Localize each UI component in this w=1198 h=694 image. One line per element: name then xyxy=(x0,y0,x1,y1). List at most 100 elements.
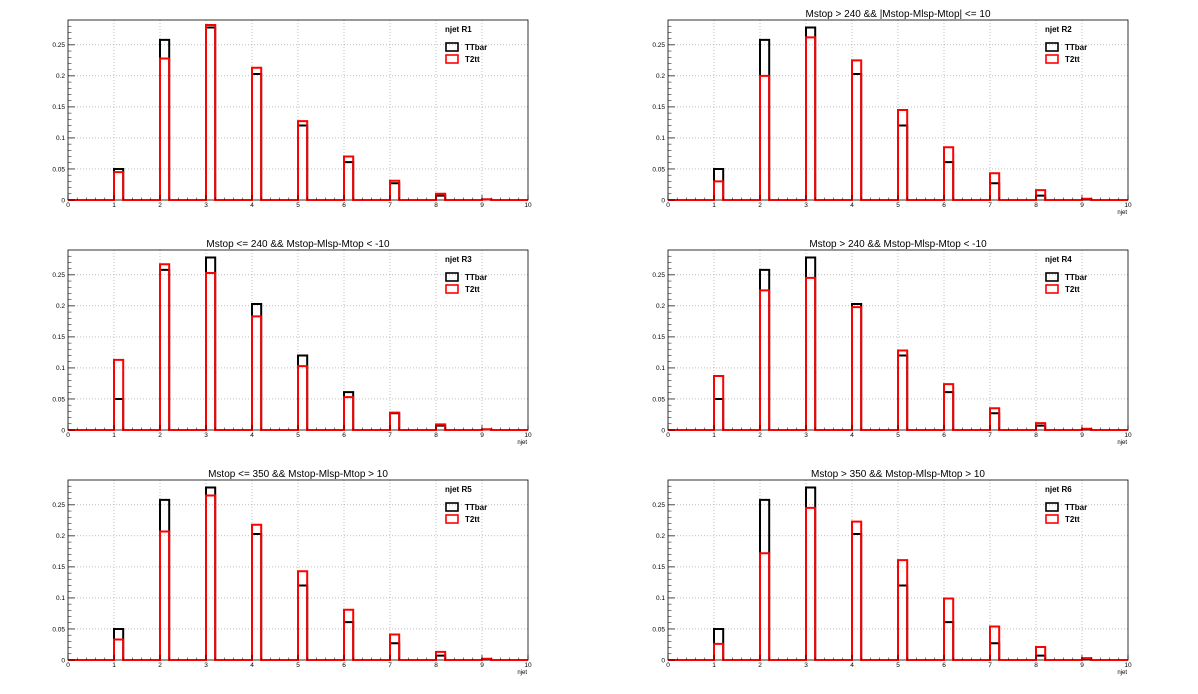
legend-swatch-ttbar xyxy=(1045,502,1059,512)
y-tick-label: 0.1 xyxy=(56,365,65,372)
y-tick-label: 0.05 xyxy=(52,626,65,633)
bar-t2tt-njet-2 xyxy=(760,76,769,200)
pad-title: Mstop > 240 && |Mstop-Mlsp-Mtop| <= 10 xyxy=(806,9,991,20)
x-tick-label: 6 xyxy=(942,202,946,209)
bar-t2tt-njet-2 xyxy=(160,532,169,660)
bar-t2tt-njet-2 xyxy=(760,290,769,430)
bar-t2tt-njet-9 xyxy=(1082,658,1091,660)
y-tick-label: 0.2 xyxy=(656,303,665,310)
legend-swatch-ttbar xyxy=(1045,272,1059,282)
y-tick-label: 0.25 xyxy=(652,502,665,509)
bar-t2tt-njet-1 xyxy=(114,640,123,660)
bar-t2tt-njet-4 xyxy=(252,68,261,200)
y-tick-label: 0.05 xyxy=(652,396,665,403)
x-tick-label: 7 xyxy=(388,662,392,669)
legend-swatch-ttbar xyxy=(1045,42,1059,52)
bar-t2tt-njet-5 xyxy=(898,110,907,200)
legend-label-t2tt: T2tt xyxy=(465,55,480,64)
histogram-pad-5: 0 1 2 3 4 5 6 7 8 9 10 0 0.05 0.1 0.15 0.2 0.25 Mstop <= … xyxy=(52,469,532,676)
x-tick-label: 9 xyxy=(1080,662,1084,669)
y-tick-label: 0.2 xyxy=(56,533,65,540)
histogram-pad-3: 0 1 2 3 4 5 6 7 8 9 10 0 0.05 0.1 0.15 0.2 0.25 Mstop <= … xyxy=(52,239,532,446)
x-tick-label: 4 xyxy=(250,662,254,669)
bar-t2tt-njet-8 xyxy=(436,194,445,200)
x-tick-label: 8 xyxy=(1034,432,1038,439)
x-tick-label: 6 xyxy=(942,432,946,439)
series-line-t2tt xyxy=(68,263,528,431)
x-tick-label: 0 xyxy=(666,202,670,209)
x-tick-label: 0 xyxy=(66,662,70,669)
legend-label-t2tt: T2tt xyxy=(465,515,480,524)
y-tick-label: 0.05 xyxy=(652,626,665,633)
y-tick-label: 0.25 xyxy=(52,272,65,279)
y-tick-label: 0 xyxy=(61,427,65,434)
x-tick-label: 8 xyxy=(1034,202,1038,209)
legend-label-ttbar: TTbar xyxy=(465,43,487,52)
legend-label-ttbar: TTbar xyxy=(1065,43,1087,52)
x-tick-label: 2 xyxy=(158,662,162,669)
bar-t2tt-njet-9 xyxy=(1082,429,1091,430)
bar-t2tt-njet-3 xyxy=(206,496,215,660)
x-tick-label: 9 xyxy=(480,202,484,209)
stat-box-label: njet R2 xyxy=(1045,25,1072,34)
x-tick-label: 3 xyxy=(204,202,208,209)
legend-swatch-ttbar xyxy=(445,502,459,512)
x-tick-label: 7 xyxy=(988,662,992,669)
x-tick-label: 2 xyxy=(158,202,162,209)
x-tick-label: 8 xyxy=(1034,662,1038,669)
bar-t2tt-njet-9 xyxy=(482,659,491,660)
bar-t2tt-njet-5 xyxy=(298,121,307,200)
x-tick-label: 5 xyxy=(296,432,300,439)
bar-t2tt-njet-6 xyxy=(944,384,953,430)
y-tick-label: 0.1 xyxy=(656,365,665,372)
x-axis-title: njet xyxy=(1117,440,1127,446)
y-tick-label: 0.1 xyxy=(56,135,65,142)
legend-label-ttbar: TTbar xyxy=(465,503,487,512)
bar-t2tt-njet-1 xyxy=(714,644,723,660)
bar-t2tt-njet-5 xyxy=(298,366,307,430)
y-tick-label: 0.15 xyxy=(652,104,665,111)
x-tick-label: 0 xyxy=(666,662,670,669)
x-tick-label: 10 xyxy=(524,202,532,209)
x-axis-title: njet xyxy=(1117,670,1127,676)
legend-swatch-t2tt xyxy=(1045,54,1059,64)
bar-t2tt-njet-3 xyxy=(806,278,815,430)
x-tick-label: 1 xyxy=(712,662,716,669)
bar-t2tt-njet-4 xyxy=(852,522,861,660)
x-axis-title: njet xyxy=(517,670,527,676)
bar-t2tt-njet-6 xyxy=(344,610,353,660)
bar-t2tt-njet-1 xyxy=(114,172,123,200)
bar-t2tt-njet-3 xyxy=(806,508,815,660)
y-tick-label: 0.05 xyxy=(52,166,65,173)
bar-t2tt-njet-7 xyxy=(390,413,399,430)
legend-label-t2tt: T2tt xyxy=(1065,285,1080,294)
y-tick-label: 0.15 xyxy=(652,334,665,341)
x-tick-label: 8 xyxy=(434,432,438,439)
y-tick-label: 0.2 xyxy=(656,73,665,80)
histogram-pad-2: 0 1 2 3 4 5 6 7 8 9 10 0 0.05 0.1 0.15 0.2 0.25 Mstop > 2… xyxy=(652,9,1132,216)
x-tick-label: 5 xyxy=(896,202,900,209)
x-tick-label: 5 xyxy=(896,432,900,439)
x-tick-label: 9 xyxy=(1080,202,1084,209)
bar-t2tt-njet-7 xyxy=(990,173,999,200)
bar-t2tt-njet-7 xyxy=(990,626,999,660)
x-axis-title: njet xyxy=(517,440,527,446)
bar-t2tt-njet-1 xyxy=(714,181,723,200)
y-tick-label: 0.1 xyxy=(56,595,65,602)
bar-t2tt-njet-4 xyxy=(852,307,861,430)
stat-box-label: njet R4 xyxy=(1045,255,1072,264)
legend-swatch-t2tt xyxy=(1045,284,1059,294)
y-tick-label: 0.1 xyxy=(656,135,665,142)
x-tick-label: 2 xyxy=(758,202,762,209)
x-tick-label: 7 xyxy=(388,202,392,209)
legend-label-ttbar: TTbar xyxy=(1065,273,1087,282)
x-tick-label: 0 xyxy=(66,432,70,439)
x-tick-label: 8 xyxy=(434,202,438,209)
x-tick-label: 1 xyxy=(712,202,716,209)
x-tick-label: 2 xyxy=(158,432,162,439)
bar-t2tt-njet-2 xyxy=(160,58,169,200)
bar-t2tt-njet-2 xyxy=(760,553,769,660)
y-tick-label: 0.15 xyxy=(52,334,65,341)
x-tick-label: 0 xyxy=(66,202,70,209)
